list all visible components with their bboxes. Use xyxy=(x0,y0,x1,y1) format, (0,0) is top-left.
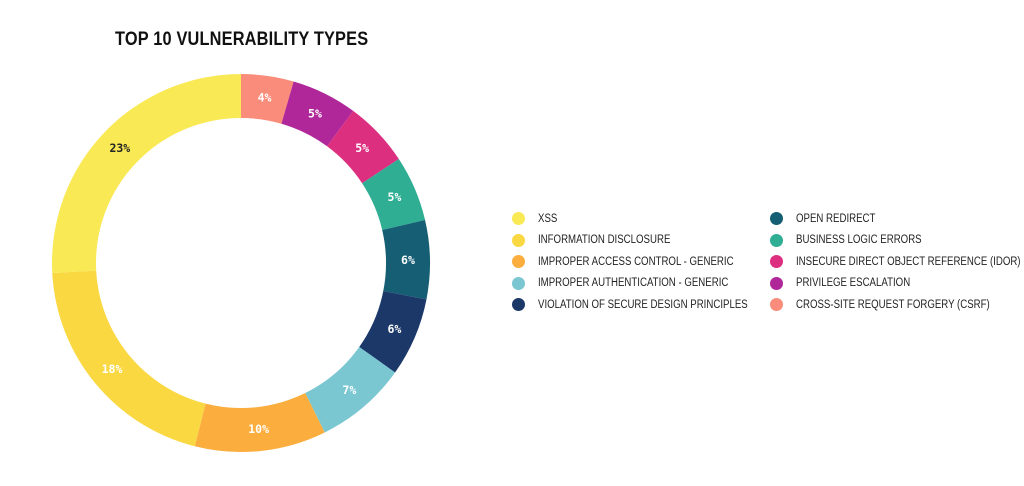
legend-color-dot xyxy=(770,298,783,312)
slice-value-label: 5% xyxy=(355,141,369,155)
legend-color-dot xyxy=(512,255,525,269)
slice-value-label: 18% xyxy=(102,362,123,376)
legend-item: OPEN REDIRECT xyxy=(770,208,1024,230)
legend-label: PRIVILEGE ESCALATION xyxy=(796,277,911,290)
slice-value-label: 6% xyxy=(401,253,415,267)
legend-color-dot xyxy=(770,233,783,247)
legend-right-column: OPEN REDIRECT BUSINESS LOGIC ERRORS INSECU… xyxy=(770,208,1024,316)
legend-item: INFORMATION DISCLOSURE xyxy=(512,230,772,252)
legend-item: CROSS-SITE REQUEST FORGERY (CSRF) xyxy=(770,294,1024,316)
legend-label: BUSINESS LOGIC ERRORS xyxy=(796,234,922,247)
slice-value-label: 7% xyxy=(342,383,356,397)
legend-item: IMPROPER ACCESS CONTROL - GENERIC xyxy=(512,251,772,273)
legend-label: INSECURE DIRECT OBJECT REFERENCE (IDOR) xyxy=(796,255,1021,268)
slice-xss xyxy=(52,74,241,274)
legend-color-dot xyxy=(512,233,525,247)
legend-label: OPEN REDIRECT xyxy=(796,212,876,225)
legend-item: XSS xyxy=(512,208,772,230)
slice-open-redirect xyxy=(382,220,430,300)
slice-value-label: 5% xyxy=(308,106,322,120)
legend-color-dot xyxy=(512,276,525,290)
slice-business-logic-errors xyxy=(362,159,426,231)
legend-color-dot xyxy=(770,276,783,290)
slice-improper-authentication-generic xyxy=(305,346,396,433)
legend-color-dot xyxy=(770,212,783,226)
legend-item: PRIVILEGE ESCALATION xyxy=(770,273,1024,295)
legend-color-dot xyxy=(512,212,525,226)
slice-value-label: 4% xyxy=(258,91,272,105)
donut-chart: 4% 5% 5% 5% 6% 6% 7% 10% 18% 23% xyxy=(52,74,430,452)
slice-value-label: 10% xyxy=(248,422,269,436)
legend-left-column: XSS INFORMATION DISCLOSURE IMPROPER ACCESS… xyxy=(512,208,772,316)
legend-item: INSECURE DIRECT OBJECT REFERENCE (IDOR) xyxy=(770,251,1024,273)
legend-label: CROSS-SITE REQUEST FORGERY (CSRF) xyxy=(796,298,990,311)
legend-color-dot xyxy=(770,255,783,269)
legend-label: VIOLATION OF SECURE DESIGN PRINCIPLES xyxy=(538,298,748,311)
slice-information-disclosure xyxy=(52,270,206,447)
legend-label: IMPROPER AUTHENTICATION - GENERIC xyxy=(538,277,729,290)
legend-item: BUSINESS LOGIC ERRORS xyxy=(770,230,1024,252)
legend-item: IMPROPER AUTHENTICATION - GENERIC xyxy=(512,273,772,295)
chart-title: TOP 10 VULNERABILITY TYPES xyxy=(115,29,369,50)
slice-improper-access-control-generic xyxy=(194,392,325,452)
slice-privilege-escalation xyxy=(281,81,354,147)
slice-value-label: 6% xyxy=(387,322,401,336)
slice-insecure-direct-object-reference-idor xyxy=(327,110,399,184)
legend-label: XSS xyxy=(538,212,558,225)
legend-color-dot xyxy=(512,298,525,312)
legend-item: VIOLATION OF SECURE DESIGN PRINCIPLES xyxy=(512,294,772,316)
slice-value-label: 5% xyxy=(387,190,401,204)
slice-value-label: 23% xyxy=(109,141,130,155)
legend-label: INFORMATION DISCLOSURE xyxy=(538,234,671,247)
slice-violation-of-secure-design-principles xyxy=(359,290,427,373)
slice-cross-site-request-forgery-csrf xyxy=(241,74,294,124)
legend-label: IMPROPER ACCESS CONTROL - GENERIC xyxy=(538,255,734,268)
